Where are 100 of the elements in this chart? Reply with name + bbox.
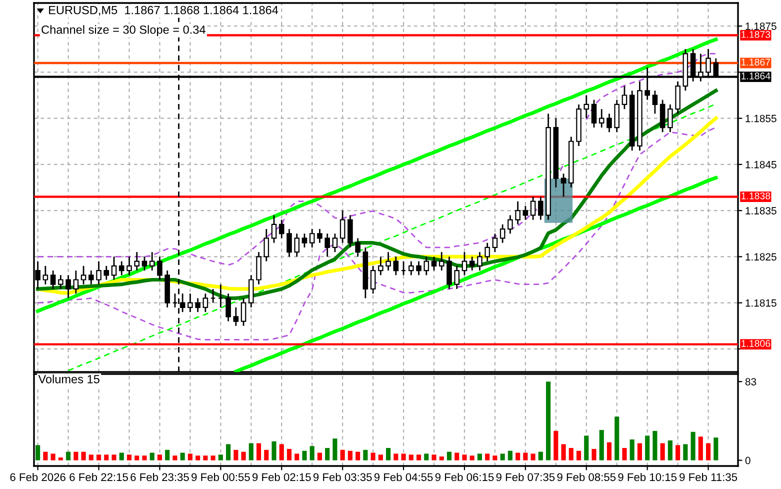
- bar: [606, 442, 612, 460]
- candlestick: [126, 256, 132, 276]
- bar: [241, 452, 246, 460]
- candlestick: [340, 210, 346, 244]
- bar: [96, 454, 102, 460]
- bar: [706, 443, 711, 460]
- bar: [584, 436, 589, 460]
- line-series: [37, 126, 717, 340]
- ref-line-label: 1.1867: [742, 58, 770, 66]
- bar: [652, 430, 658, 460]
- bar: [264, 450, 269, 460]
- bar: [248, 443, 254, 460]
- candlestick: [278, 219, 284, 239]
- bar: [668, 440, 672, 460]
- candlestick: [606, 113, 612, 133]
- candlestick: [614, 99, 620, 133]
- candlestick: [591, 99, 597, 128]
- candlestick: [58, 274, 64, 290]
- bar: [676, 445, 680, 460]
- bar: [317, 452, 322, 460]
- candlestick: [660, 99, 666, 133]
- candlestick: [431, 256, 437, 272]
- candlestick: [438, 251, 444, 272]
- candlestick: [240, 298, 246, 327]
- candlestick: [530, 196, 536, 220]
- bar: [196, 456, 200, 460]
- ref-line-label: 1.1838: [742, 192, 770, 200]
- bar: [50, 454, 56, 460]
- bar: [370, 452, 376, 460]
- bar: [645, 436, 650, 460]
- bar: [104, 454, 109, 460]
- candlestick: [202, 292, 208, 313]
- candlestick: [195, 298, 200, 313]
- bar: [36, 445, 40, 460]
- bar: [592, 448, 596, 460]
- bar: [356, 452, 360, 460]
- bar: [394, 454, 398, 460]
- bar: [180, 452, 185, 460]
- candlestick: [118, 260, 124, 276]
- candlestick: [508, 214, 513, 234]
- candlestick: [134, 251, 140, 272]
- bar: [470, 456, 474, 460]
- x-tick-label: 9 Feb 06:15: [435, 472, 494, 482]
- bar: [492, 456, 498, 460]
- candlestick: [454, 265, 460, 290]
- candlestick: [370, 265, 376, 294]
- candlestick: [355, 238, 360, 258]
- ref-line-label: 1.1806: [742, 340, 770, 347]
- bar: [112, 454, 116, 460]
- bar: [294, 454, 300, 460]
- candlestick: [675, 80, 680, 114]
- bar: [432, 454, 436, 460]
- line-series: [36, 38, 718, 313]
- bar: [126, 454, 132, 460]
- bar: [408, 454, 414, 460]
- bar: [530, 454, 536, 460]
- bar: [88, 454, 94, 460]
- y-tick-label: 0: [745, 456, 750, 464]
- bar: [119, 452, 124, 460]
- candlestick: [286, 228, 292, 258]
- candlestick: [446, 256, 452, 290]
- x-tick-label: 6 Feb 23:35: [130, 472, 189, 482]
- bar: [340, 450, 345, 460]
- bar: [58, 457, 63, 460]
- y-tick-label: 1.1845: [746, 160, 776, 168]
- candlestick: [598, 108, 604, 128]
- bar: [363, 450, 368, 460]
- bar: [660, 443, 665, 460]
- candlestick: [50, 270, 56, 290]
- bar: [516, 452, 520, 460]
- candlestick: [96, 260, 102, 286]
- bar: [150, 452, 154, 460]
- bar: [500, 454, 505, 460]
- bar: [576, 450, 582, 460]
- candlestick: [309, 228, 315, 248]
- bar: [378, 454, 383, 460]
- bar: [554, 430, 558, 460]
- candlestick: [104, 265, 110, 280]
- x-tick-label: 9 Feb 07:35: [496, 472, 555, 482]
- y-tick-label: 1.1815: [746, 299, 776, 307]
- candlestick: [492, 232, 498, 253]
- candlestick: [515, 200, 520, 226]
- bar: [538, 452, 543, 460]
- candlestick: [332, 232, 338, 253]
- candlestick: [248, 274, 254, 308]
- bar: [226, 444, 231, 460]
- candlestick: [424, 256, 430, 276]
- bar: [462, 454, 467, 460]
- bar: [568, 448, 574, 460]
- candlestick: [393, 256, 399, 276]
- bar: [546, 382, 551, 460]
- candlestick: [73, 270, 79, 294]
- bar: [454, 452, 460, 460]
- chart-title: EURUSD,M5 1.1867 1.1868 1.1864 1.1864: [49, 6, 278, 16]
- bar: [172, 456, 178, 460]
- candlestick: [42, 265, 48, 286]
- bar: [310, 446, 314, 460]
- candlestick: [538, 196, 544, 220]
- bar: [279, 444, 284, 460]
- candlestick: [88, 270, 94, 286]
